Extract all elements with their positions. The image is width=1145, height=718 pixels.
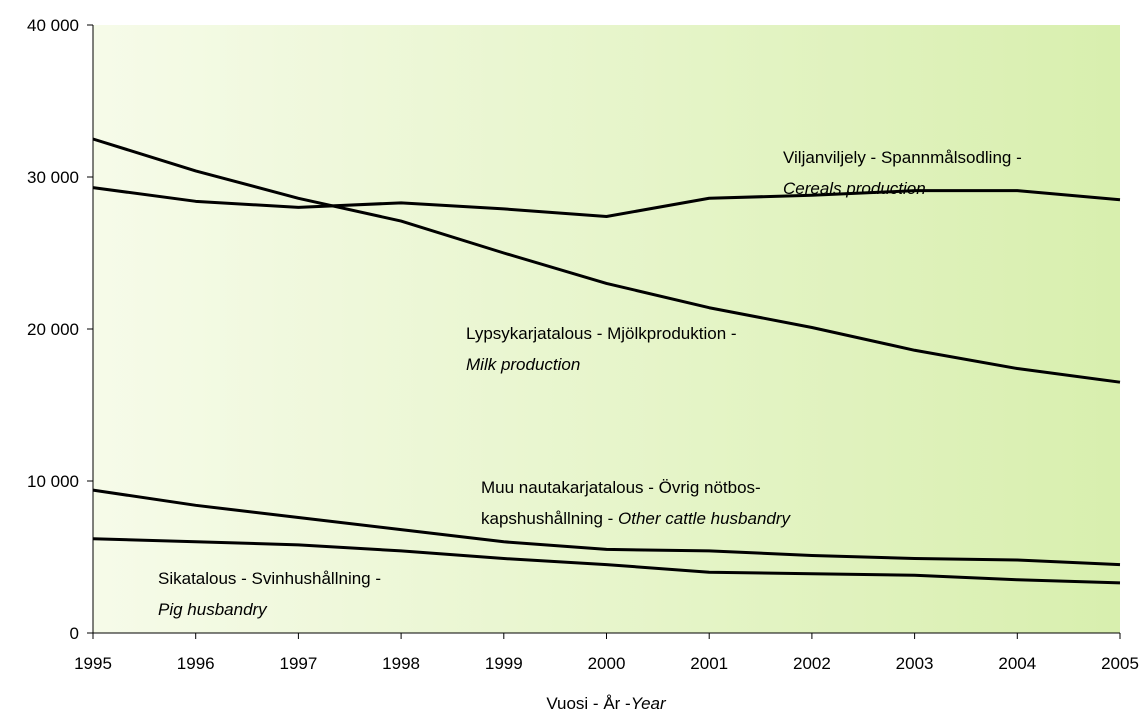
annotation-part: Milk production (466, 355, 580, 374)
annotation: kapshushållning - Other cattle husbandry (481, 509, 792, 528)
x-tick-label: 1997 (279, 654, 317, 673)
annotation-part: Other cattle husbandry (618, 509, 791, 528)
x-tick-label: 2000 (588, 654, 626, 673)
x-tick-label: 1998 (382, 654, 420, 673)
annotation-part: Muu nautakarjatalous - Övrig nötbos- (481, 478, 761, 497)
series-line (92, 137, 1121, 384)
annotation-part: Viljanviljely - Spannmålsodling - (783, 148, 1022, 167)
x-axis-label-part: Vuosi - År - (546, 694, 630, 713)
annotation: Milk production (466, 355, 580, 374)
annotation: Lypsykarjatalous - Mjölkproduktion - (466, 324, 737, 343)
annotation-part: Pig husbandry (158, 600, 268, 619)
annotation: Sikatalous - Svinhushållning - (158, 569, 381, 588)
x-axis-label: Vuosi - År -Year (546, 694, 667, 713)
annotation-part: Lypsykarjatalous - Mjölkproduktion - (466, 324, 737, 343)
y-tick-label: 40 000 (27, 16, 79, 35)
annotation: Viljanviljely - Spannmålsodling - (783, 148, 1022, 167)
x-axis-label-part: Year (631, 694, 667, 713)
annotation-part: kapshushållning - (481, 509, 618, 528)
x-tick-label: 1996 (177, 654, 215, 673)
y-tick-label: 30 000 (27, 168, 79, 187)
x-tick-label: 2001 (690, 654, 728, 673)
x-tick-label: 2004 (998, 654, 1036, 673)
series-line (92, 186, 1121, 219)
y-tick-label: 10 000 (27, 472, 79, 491)
x-tick-label: 2002 (793, 654, 831, 673)
plot-area (93, 25, 1120, 633)
annotation: Cereals production (783, 179, 926, 198)
y-tick-label: 0 (70, 624, 79, 643)
annotation: Pig husbandry (158, 600, 268, 619)
x-tick-label: 1999 (485, 654, 523, 673)
series-line (92, 488, 1121, 567)
annotation-part: Cereals production (783, 179, 926, 198)
series-line (92, 537, 1121, 585)
annotation: Muu nautakarjatalous - Övrig nötbos- (481, 478, 761, 497)
y-tick-label: 20 000 (27, 320, 79, 339)
x-tick-label: 2003 (896, 654, 934, 673)
x-tick-label: 1995 (74, 654, 112, 673)
annotation-part: Sikatalous - Svinhushållning - (158, 569, 381, 588)
x-tick-label: 2005 (1101, 654, 1139, 673)
